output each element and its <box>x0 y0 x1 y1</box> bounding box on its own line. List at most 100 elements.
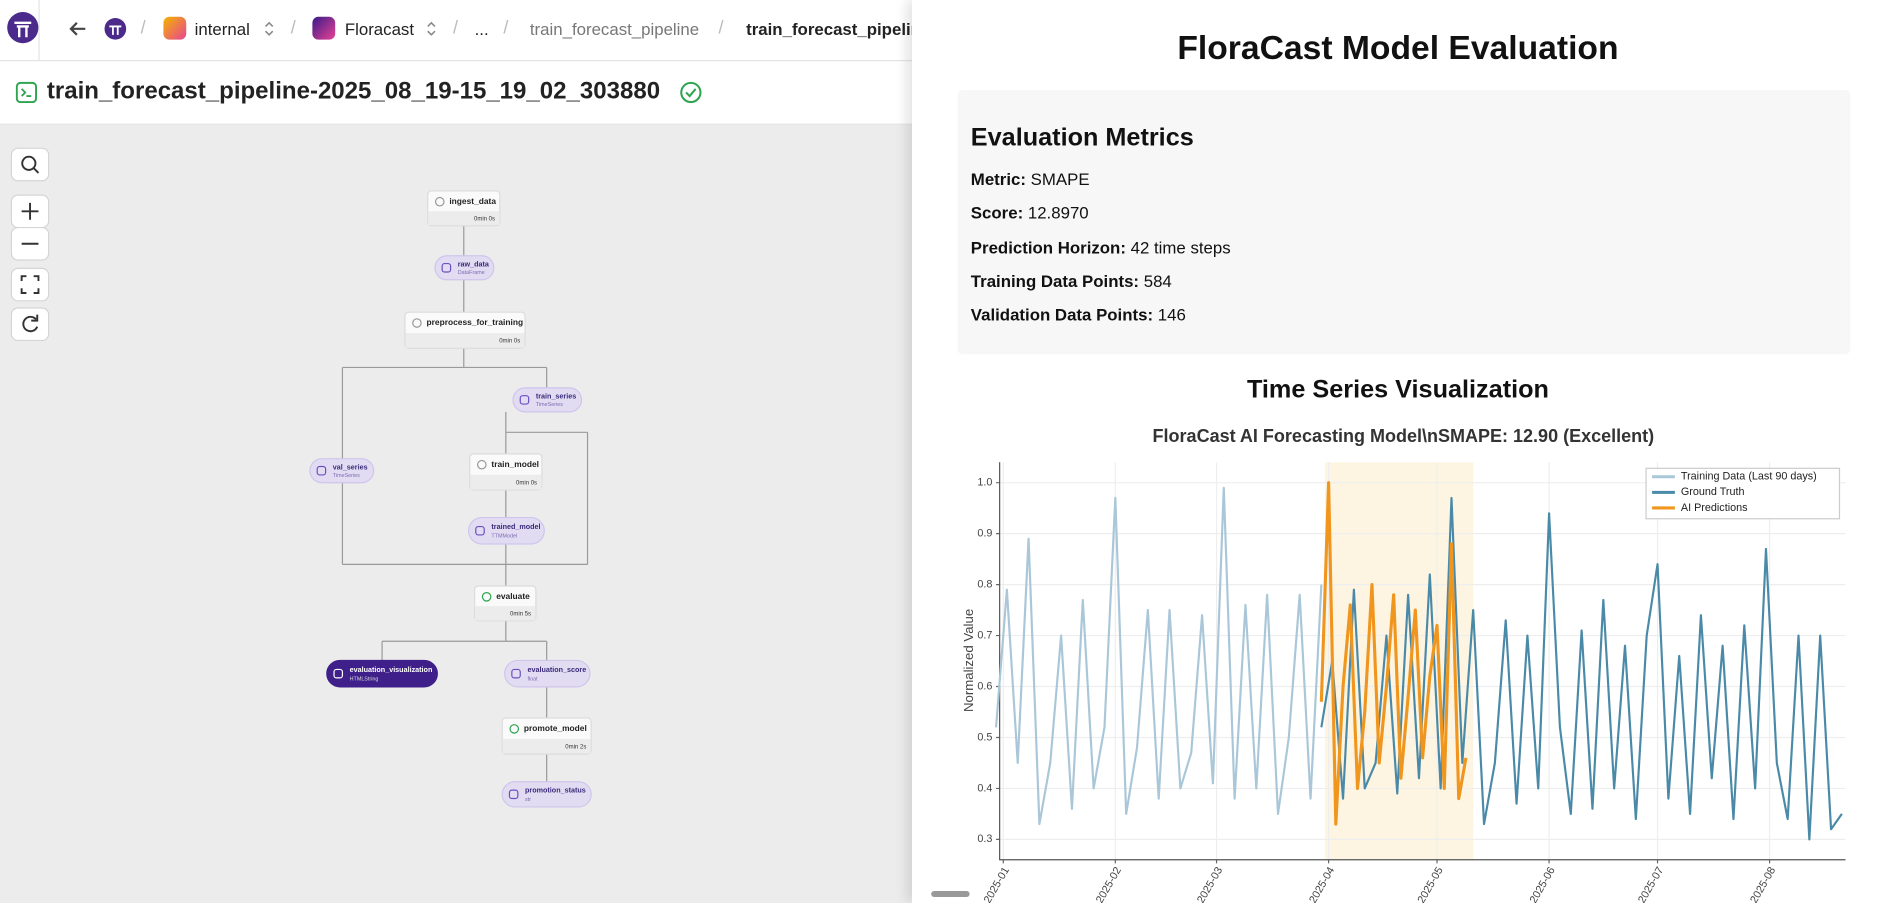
node-label: trained_model <box>491 522 540 531</box>
chevron[interactable] <box>424 19 438 38</box>
node-label: train_model <box>491 459 539 469</box>
node-status <box>412 318 422 328</box>
status-icon <box>680 81 702 104</box>
node-label: promotion_status <box>525 786 586 795</box>
pipeline-graph: ingest_data 0min 0s raw_data DataFrame prepr… <box>309 190 592 808</box>
pipeline-icon <box>15 81 38 104</box>
breadcrumb[interactable]: train_forecast_pipeline <box>529 19 700 39</box>
artifact-node: train_series TimeSeries <box>512 387 583 413</box>
node-detail: 0min 2s <box>565 744 586 750</box>
node-status <box>434 196 445 207</box>
y-axis-label: Normalized Value <box>961 609 976 712</box>
node-icon <box>508 789 519 800</box>
node-pill <box>512 387 583 413</box>
workspace-logo[interactable] <box>103 17 127 41</box>
step-node: promote_model 0min 2s <box>501 717 592 755</box>
node-icon <box>475 525 485 536</box>
y-tick-label: 0.4 <box>977 782 992 794</box>
legend-label: Ground Truth <box>1681 486 1745 498</box>
node-detail: DataFrame <box>458 270 485 276</box>
node-detail: 0min 0s <box>474 216 495 222</box>
metric-label: Metric: <box>970 169 1026 189</box>
report-title: FloraCast Model Evaluation <box>1177 28 1619 67</box>
y-tick-label: 1.0 <box>977 477 992 489</box>
node-detail: 0min 0s <box>499 339 520 345</box>
breadcrumb[interactable]: ... <box>474 19 489 39</box>
title-row: train_forecast_pipeline-2025_08_19-15_19… <box>0 61 912 125</box>
node-label: evaluate <box>496 591 530 601</box>
step-node: evaluate 0min 5s <box>473 585 537 622</box>
metric-line: Metric: SMAPE <box>971 169 1090 188</box>
x-tick-label: 2025-08 <box>1748 865 1778 903</box>
project-icon <box>312 16 336 40</box>
node-footer <box>502 738 591 754</box>
search-button[interactable] <box>10 147 50 182</box>
series-line <box>994 486 1323 826</box>
back-button[interactable] <box>67 18 89 40</box>
y-tick-label: 0.5 <box>977 731 992 743</box>
x-tick-label: 2025-04 <box>1307 865 1337 903</box>
metrics-heading: Evaluation Metrics <box>970 123 1194 152</box>
x-tick-label: 2025-06 <box>1528 865 1558 903</box>
node-detail: TimeSeries <box>536 402 563 408</box>
artifact-node: trained_model TTMModel <box>467 516 545 545</box>
node-label: ingest_data <box>449 196 496 206</box>
zoom-in-button[interactable] <box>10 194 50 229</box>
chevron[interactable] <box>262 19 276 38</box>
y-tick-label: 0.9 <box>977 528 992 540</box>
logo <box>7 12 39 44</box>
scrollbar[interactable] <box>931 890 970 897</box>
step-node: ingest_data 0min 0s <box>427 190 501 227</box>
node-status <box>481 591 492 602</box>
node-detail: HTMLString <box>350 676 379 682</box>
node-detail: 0min 5s <box>510 611 531 617</box>
metric-label: Training Data Points: <box>970 271 1140 291</box>
metric-value: 584 <box>1143 271 1172 291</box>
node-detail: TimeSeries <box>333 473 360 479</box>
section-heading: Time Series Visualization <box>1246 375 1549 404</box>
node-icon <box>333 668 344 679</box>
node-label: train_series <box>536 391 576 400</box>
x-tick-label: 2025-01 <box>982 865 1012 903</box>
breadcrumb[interactable]: Floracast <box>344 19 415 39</box>
run-title: train_forecast_pipeline-2025_08_19-15_19… <box>46 78 661 105</box>
x-tick-label: 2025-03 <box>1195 865 1225 903</box>
axes <box>999 462 1846 861</box>
artifact-node: val_series TimeSeries <box>309 458 375 484</box>
node-icon <box>511 668 521 679</box>
y-tick-label: 0.6 <box>977 680 992 692</box>
metric-line: Prediction Horizon: 42 time steps <box>971 238 1231 257</box>
refresh-button[interactable] <box>10 307 50 342</box>
chart-title: FloraCast AI Forecasting Model\nSMAPE: 1… <box>1153 426 1655 446</box>
node-label: val_series <box>333 462 368 471</box>
metric-value: 42 time steps <box>1130 237 1231 257</box>
node-pill <box>434 255 495 281</box>
node-pill <box>504 659 591 688</box>
legend-box <box>1645 467 1841 520</box>
node-pill <box>326 659 438 688</box>
x-tick-label: 2025-02 <box>1094 865 1124 903</box>
metrics-box: Evaluation Metrics Metric: SMAPE Score: 1… <box>957 90 1851 355</box>
x-tick-label: 2025-05 <box>1416 865 1446 903</box>
zoom-out-button[interactable] <box>10 226 50 261</box>
metric-label: Validation Data Points: <box>970 305 1154 325</box>
metric-line: Validation Data Points: 146 <box>971 305 1186 324</box>
metric-label: Prediction Horizon: <box>970 237 1126 257</box>
chart: FloraCast AI Forecasting Model\nSMAPE: 1… <box>957 426 1851 903</box>
y-tick-label: 0.8 <box>977 578 992 590</box>
node-label: raw_data <box>458 259 490 268</box>
metric-value: 146 <box>1157 305 1186 325</box>
node-label: preprocess_for_training <box>427 317 524 327</box>
node-icon <box>519 395 530 405</box>
report-panel: FloraCast Model Evaluation Evaluation Me… <box>911 0 1884 903</box>
node-pill <box>309 458 375 484</box>
fit-button[interactable] <box>10 267 50 302</box>
legend-label: AI Predictions <box>1681 502 1748 514</box>
node-detail: float <box>527 676 538 682</box>
metric-value: SMAPE <box>1030 169 1090 189</box>
y-tick-label: 0.7 <box>977 629 992 641</box>
breadcrumb[interactable]: internal <box>194 19 250 39</box>
node-status <box>509 724 520 734</box>
